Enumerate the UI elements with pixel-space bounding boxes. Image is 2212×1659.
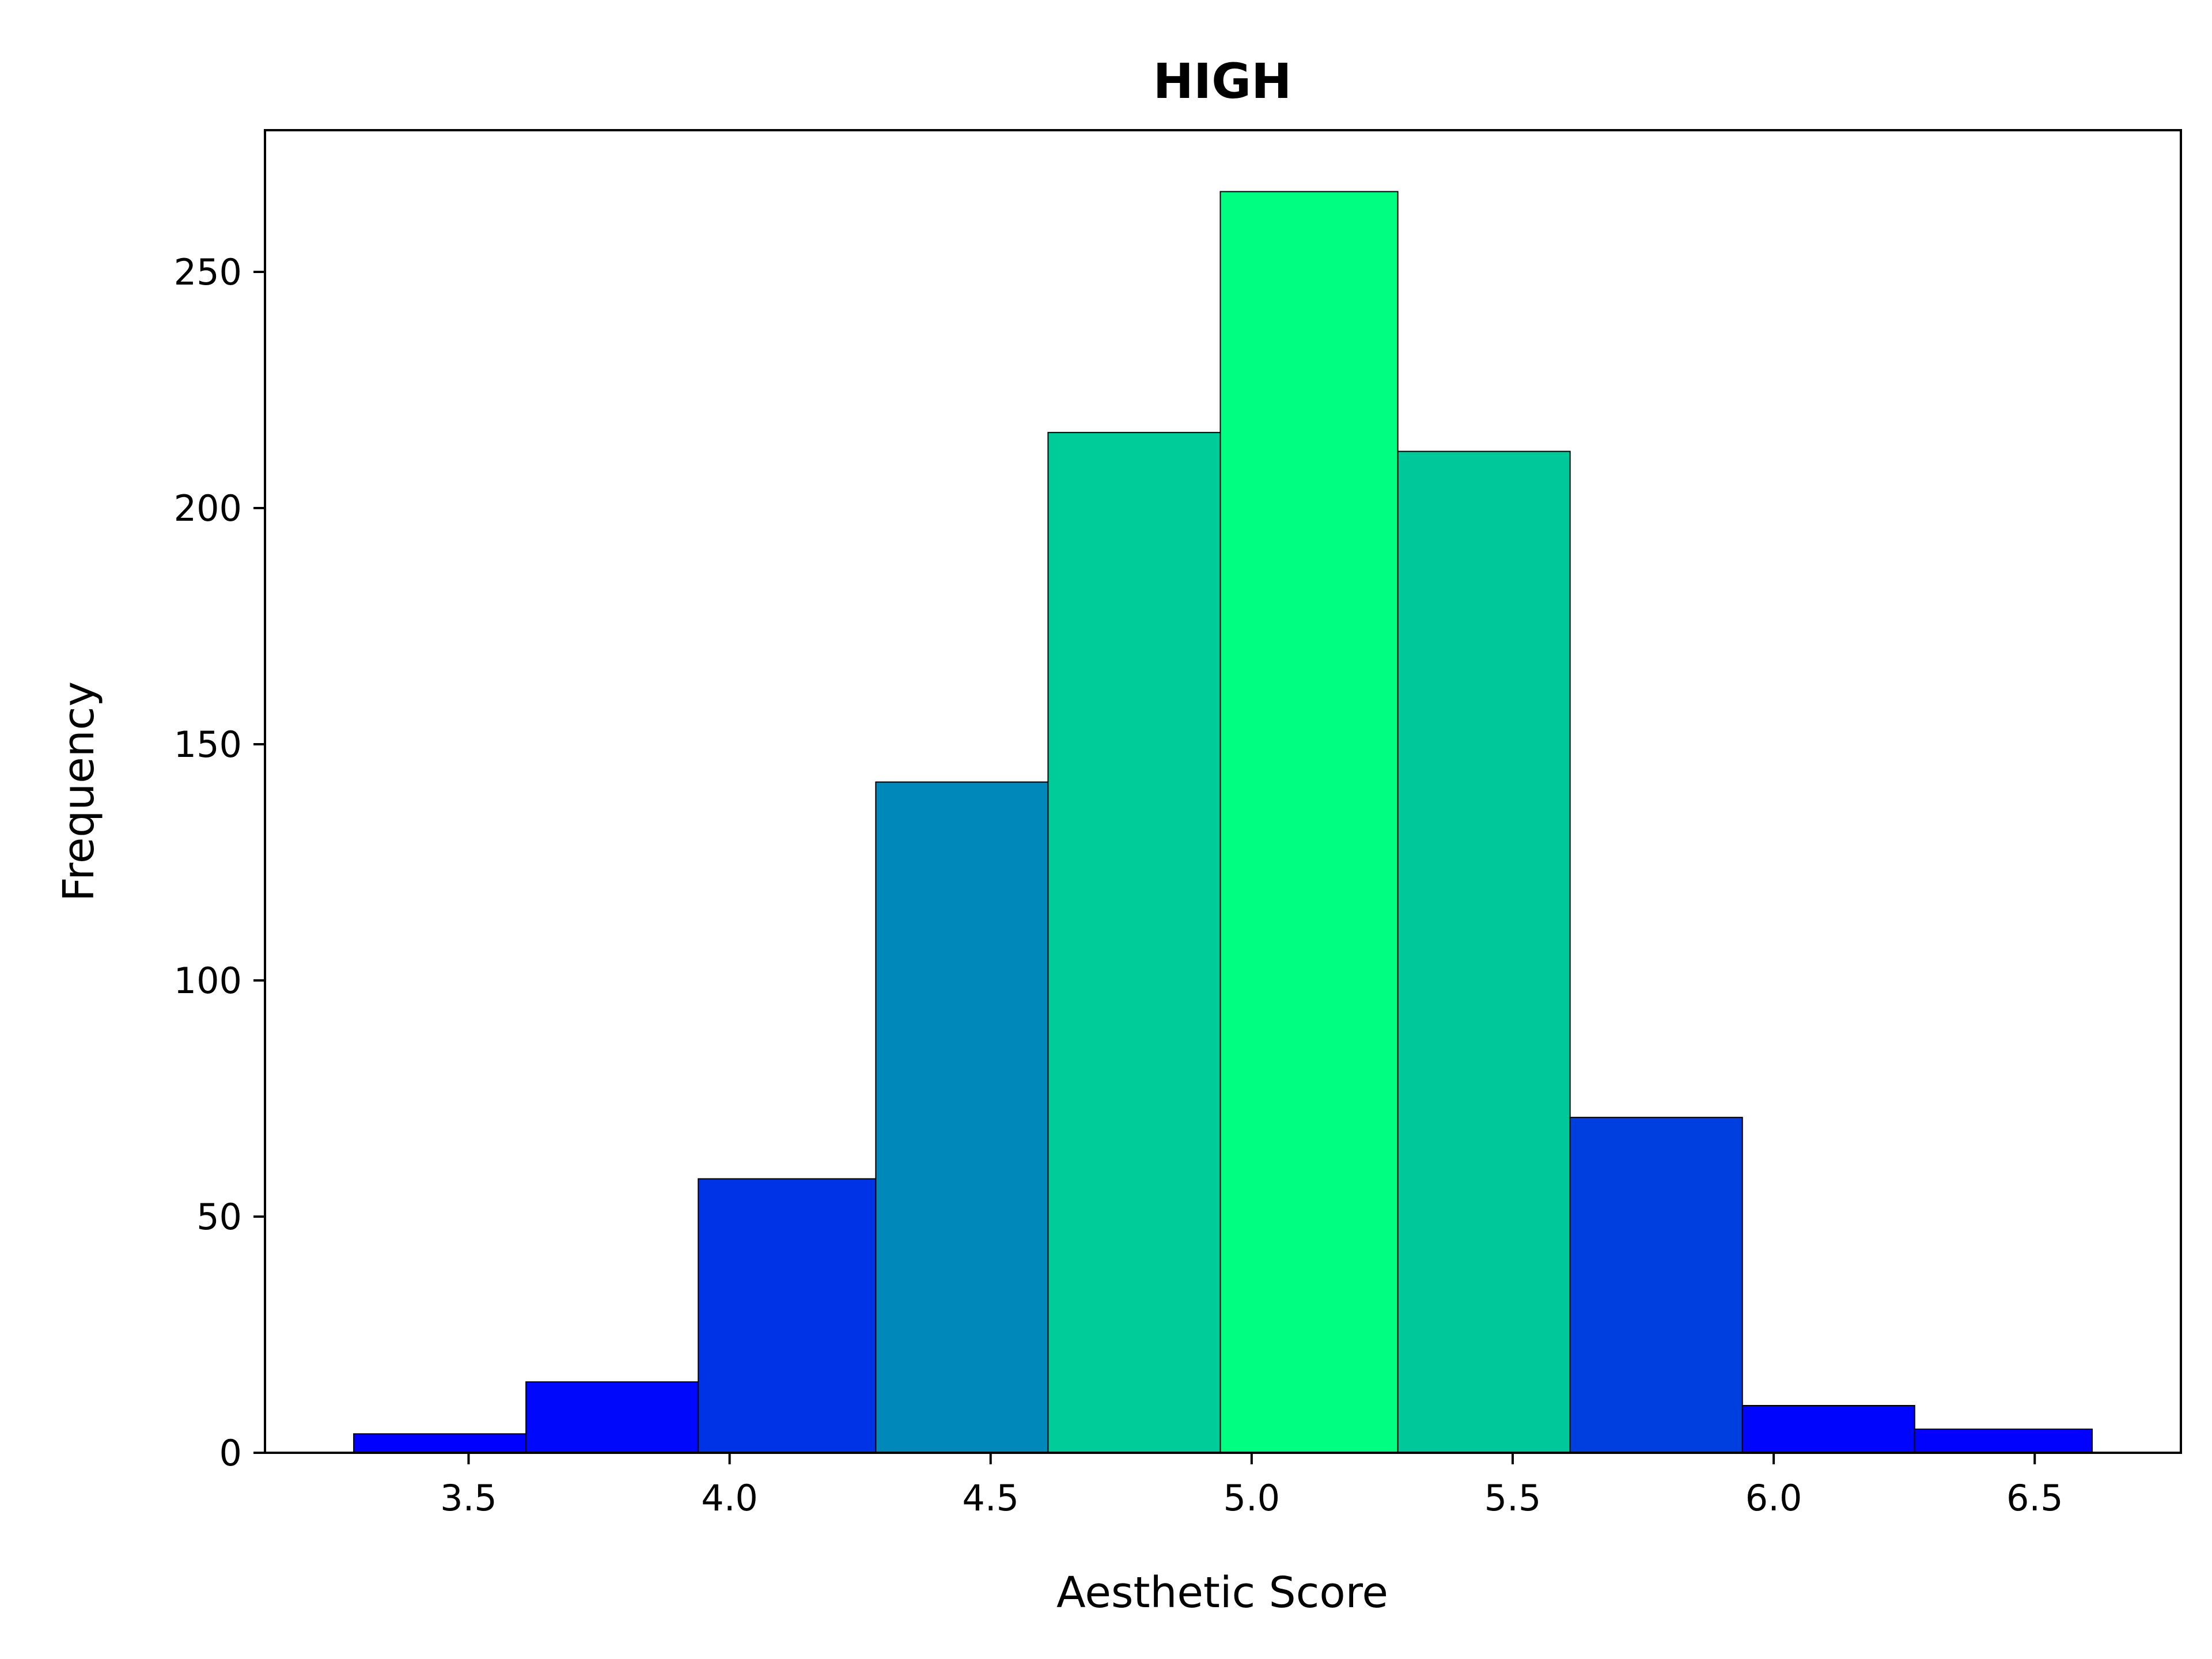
y-axis-label: Frequency <box>54 681 104 902</box>
y-tick-label-4: 150 <box>174 724 242 766</box>
x-tick-label-1: 3.5 <box>440 1477 497 1519</box>
y-tick-label-3: 100 <box>174 960 242 1002</box>
y-tick-label-2: 50 <box>196 1196 242 1238</box>
y-axis-ticks: 0 50 100 150 200 250 <box>174 251 265 1474</box>
x-tick-label-5: 5.5 <box>1484 1477 1541 1519</box>
x-tick-label-6: 6.0 <box>1745 1477 1802 1519</box>
histogram-bar-4 <box>875 781 1049 1453</box>
histogram-bar-1 <box>353 1433 527 1453</box>
y-tick-label-5: 200 <box>174 487 242 529</box>
histogram-bar-7 <box>1397 450 1571 1453</box>
x-tick-label-7: 6.5 <box>2006 1477 2063 1519</box>
histogram-bar-2 <box>525 1381 699 1453</box>
histogram-bar-10 <box>1914 1429 2093 1453</box>
x-axis-ticks: 3.5 4.0 4.5 5.0 5.5 6.0 6.5 <box>440 1453 2063 1519</box>
histogram-bar-3 <box>698 1178 877 1454</box>
histogram-bar-8 <box>1569 1116 1743 1454</box>
histogram-bars <box>353 191 2093 1454</box>
y-tick-label-1: 0 <box>219 1432 242 1474</box>
plot-frame <box>264 129 2182 1454</box>
x-axis-label: Aesthetic Score <box>1056 1568 1388 1618</box>
chart-title: HIGH <box>1153 53 1292 109</box>
x-tick-label-2: 4.0 <box>701 1477 758 1519</box>
histogram-bar-5 <box>1047 431 1221 1453</box>
x-tick-label-4: 5.0 <box>1224 1477 1281 1519</box>
x-tick-label-3: 4.5 <box>962 1477 1019 1519</box>
histogram-bar-9 <box>1741 1405 1915 1453</box>
histogram-bar-6 <box>1219 191 1399 1453</box>
y-tick-label-6: 250 <box>174 251 242 293</box>
